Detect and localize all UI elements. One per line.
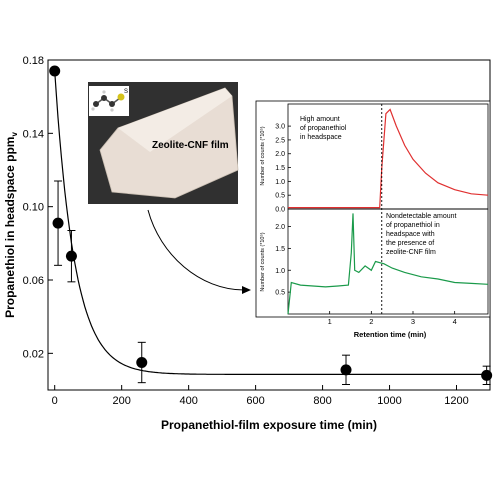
x-tick-label: 200 bbox=[112, 395, 130, 407]
data-marker bbox=[136, 357, 148, 368]
green-trace-frame bbox=[287, 208, 489, 315]
fit-curve bbox=[54, 70, 487, 375]
inset-y-tick-label: 1.5 bbox=[275, 246, 285, 253]
data-marker bbox=[481, 369, 493, 381]
inset-y-tick-label: 2.0 bbox=[275, 151, 285, 158]
inset-y-tick-label: 0.5 bbox=[275, 193, 285, 200]
y-axis-label: Propanethiol in headspace ppmv bbox=[3, 132, 19, 318]
sulfur-atom-label: S bbox=[124, 89, 128, 95]
y-axis-label-sub: v bbox=[10, 132, 19, 137]
inset-x-tick-label: 4 bbox=[453, 317, 457, 326]
inset-y-tick-label: 1.0 bbox=[275, 179, 285, 186]
red-trace bbox=[288, 108, 489, 209]
y-axis-label-main: Propanethiol in headspace ppm bbox=[3, 137, 17, 318]
inset-x-tick-label: 1 bbox=[328, 317, 332, 326]
data-point bbox=[136, 341, 148, 384]
data-point bbox=[481, 365, 493, 385]
green-annotation: Nondetectable amount of propanethiol in … bbox=[386, 213, 458, 256]
y-tick-label: 0.18 bbox=[23, 55, 44, 67]
data-point bbox=[49, 65, 61, 77]
arrow-photo-to-inset bbox=[147, 209, 245, 291]
x-tick-label: 0 bbox=[52, 395, 58, 407]
film-label: Zeolite-CNF film bbox=[152, 140, 229, 151]
data-point bbox=[52, 180, 64, 266]
main-axis-ticks: 0 200 400 600 800 1000 12000.020.060.100.140.1… bbox=[23, 55, 469, 407]
green-trace bbox=[287, 213, 489, 315]
inset-axis-ticks: 0.0 0.5 1.0 1.5 2.0 2.5 3.0 0.5 1.0 1.5 2.0 1 2 3 4 bbox=[275, 124, 456, 326]
y-tick-label: 0.06 bbox=[23, 275, 44, 287]
data-marker bbox=[49, 65, 61, 77]
molecule-model-icon: S bbox=[89, 86, 129, 116]
x-tick-label: 1000 bbox=[377, 395, 401, 407]
x-tick-label: 1200 bbox=[444, 395, 468, 407]
inset-x-tick-label: 3 bbox=[411, 317, 415, 326]
x-axis-label: Propanethiol-film exposure time (min) bbox=[161, 418, 377, 432]
fit-curve-group bbox=[54, 70, 487, 375]
chromatogram-inset: 0.0 0.5 1.0 1.5 2.0 2.5 3.0 0.5 1.0 1.5 2.0 1 2 3 4 Hi… bbox=[255, 100, 491, 339]
data-marker bbox=[340, 364, 352, 376]
red-y-axis-label: Number of counts (*10⁵) bbox=[259, 126, 266, 185]
inset-y-tick-label: 1.0 bbox=[275, 268, 285, 275]
y-tick-label: 0.14 bbox=[23, 128, 44, 140]
inset-x-axis-label: Retention time (min) bbox=[354, 330, 427, 339]
green-y-axis-label: Number of counts (*10⁵) bbox=[259, 232, 266, 291]
data-points-group bbox=[49, 65, 493, 385]
y-tick-label: 0.02 bbox=[23, 348, 44, 360]
x-tick-label: 400 bbox=[179, 395, 197, 407]
inset-y-tick-label: 0.0 bbox=[275, 207, 285, 214]
data-marker bbox=[52, 217, 64, 229]
inset-y-tick-label: 1.5 bbox=[275, 165, 285, 172]
x-tick-label: 600 bbox=[246, 395, 264, 407]
inset-y-tick-label: 3.0 bbox=[275, 124, 285, 131]
x-tick-label: 800 bbox=[313, 395, 331, 407]
data-point bbox=[340, 354, 352, 385]
red-annotation: High amount of propanethiol in headspace bbox=[300, 116, 348, 141]
inset-y-tick-label: 2.0 bbox=[275, 224, 285, 231]
y-tick-label: 0.10 bbox=[23, 202, 44, 214]
arrow-head-icon bbox=[242, 286, 251, 294]
inset-x-tick-label: 2 bbox=[369, 317, 373, 326]
data-marker bbox=[65, 250, 77, 262]
inset-y-tick-label: 2.5 bbox=[275, 137, 285, 144]
data-point bbox=[65, 230, 77, 283]
inset-y-tick-label: 0.5 bbox=[275, 290, 285, 297]
photo-inset: S Zeolite-CNF film bbox=[88, 82, 239, 204]
film-fold bbox=[118, 88, 232, 152]
